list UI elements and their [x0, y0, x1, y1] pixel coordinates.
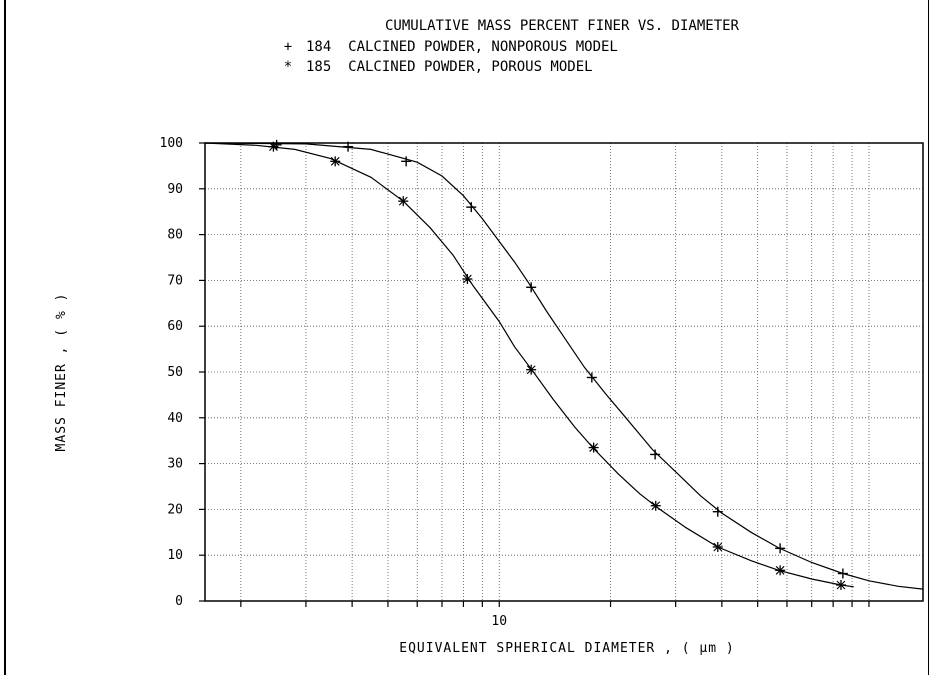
legend-label-2: 185 CALCINED POWDER, POROUS MODEL: [306, 59, 593, 75]
plus-marker: [586, 372, 597, 383]
x-axis-label: EQUIVALENT SPHERICAL DIAMETER , ( μm ): [399, 641, 734, 656]
legend-marker-1: +: [284, 39, 292, 55]
plus-marker: [837, 568, 848, 579]
x-tick-label: 10: [491, 614, 507, 629]
star-marker: [398, 196, 409, 207]
chart-title: CUMULATIVE MASS PERCENT FINER VS. DIAMET…: [385, 18, 740, 34]
y-axis-label: MASS FINER , ( % ): [54, 293, 69, 452]
series-line-2: [204, 142, 854, 588]
y-tick-label: 100: [160, 136, 183, 151]
figure-frame: [4, 0, 929, 675]
y-tick-label: 0: [175, 594, 183, 609]
y-tick-label: 60: [167, 319, 183, 334]
plot-area: [204, 142, 924, 602]
y-tick-label: 30: [167, 457, 183, 472]
star-marker: [775, 565, 786, 576]
plus-marker: [650, 449, 661, 460]
grid: [205, 143, 923, 601]
y-tick-label: 80: [167, 228, 183, 243]
star-marker: [588, 442, 599, 453]
y-tick-label: 90: [167, 182, 183, 197]
y-tick-label: 50: [167, 365, 183, 380]
legend-marker-2: *: [284, 59, 292, 75]
y-tick-label: 40: [167, 411, 183, 426]
series-line-1: [204, 142, 924, 590]
legend-label-1: 184 CALCINED POWDER, NONPOROUS MODEL: [306, 39, 618, 55]
y-tick-label: 20: [167, 502, 183, 517]
plus-marker: [526, 282, 537, 293]
star-marker: [462, 274, 473, 285]
star-marker: [526, 364, 537, 375]
plus-marker: [775, 543, 786, 554]
plus-marker: [401, 156, 412, 167]
star-marker: [268, 141, 279, 152]
star-marker: [712, 541, 723, 552]
legend: +184 CALCINED POWDER, NONPOROUS MODEL * 18…: [284, 39, 618, 75]
plus-marker: [712, 506, 723, 517]
star-marker: [330, 156, 341, 167]
star-marker: [650, 500, 661, 511]
plus-marker: [466, 202, 477, 213]
plus-marker: [343, 141, 354, 152]
y-tick-label: 10: [167, 548, 183, 563]
y-tick-label: 70: [167, 273, 183, 288]
axes: 0 10 20 30 40 50 60 70 80 90 100 10: [160, 136, 870, 629]
series-curves: [204, 142, 924, 590]
series-markers: [268, 139, 848, 590]
star-marker: [835, 579, 846, 590]
